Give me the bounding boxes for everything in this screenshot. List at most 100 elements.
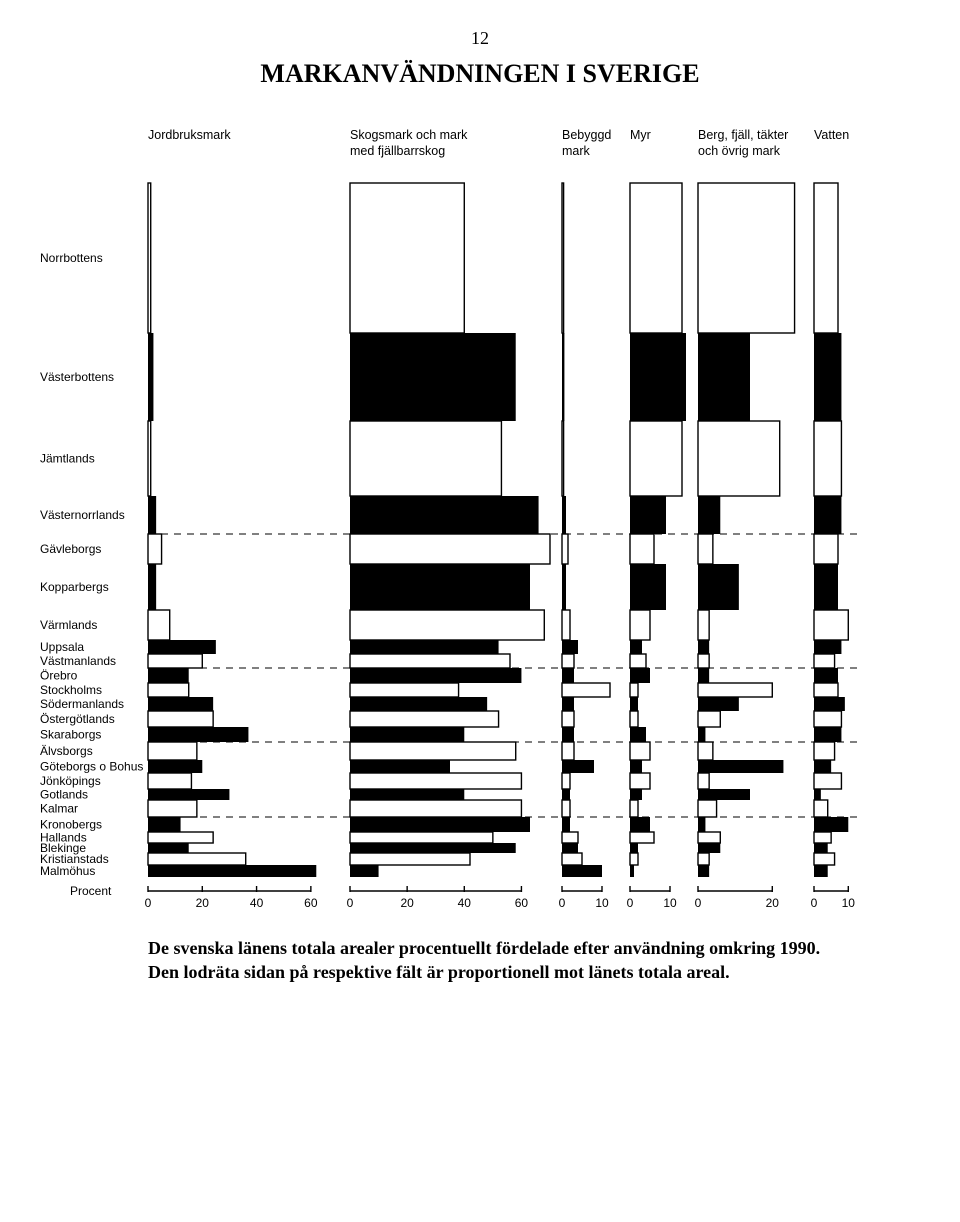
bar — [562, 496, 566, 534]
bar — [562, 668, 574, 683]
bar — [148, 865, 316, 877]
bar — [562, 843, 578, 853]
bar — [630, 727, 646, 742]
row-label: Gävleborgs — [40, 542, 101, 556]
bar — [630, 640, 642, 654]
axis-tick-label: 0 — [627, 896, 634, 910]
bar — [148, 853, 246, 865]
bar — [148, 773, 191, 789]
bar — [630, 183, 682, 333]
bar — [630, 496, 666, 534]
column-header: Berg, fjäll, täkter — [698, 128, 788, 142]
axis-tick-label: 0 — [559, 896, 566, 910]
caption: De svenska länens totala arealer procent… — [148, 936, 920, 985]
bar — [630, 865, 634, 877]
bar — [698, 534, 713, 564]
bar — [698, 800, 717, 817]
bar — [630, 564, 666, 610]
bar — [630, 421, 682, 496]
bar — [350, 865, 379, 877]
row-label: Västernorrlands — [40, 508, 125, 522]
bar — [562, 654, 574, 668]
bar — [814, 742, 835, 760]
bar — [350, 496, 539, 534]
bar — [562, 640, 578, 654]
bar — [814, 865, 828, 877]
bar — [698, 865, 709, 877]
bar — [814, 534, 838, 564]
bar — [148, 534, 162, 564]
land-use-chart: JordbruksmarkSkogsmark och markmed fjäll… — [40, 125, 920, 916]
bar — [148, 760, 202, 773]
bar — [562, 697, 574, 711]
bar — [814, 564, 838, 610]
bar — [698, 773, 709, 789]
bar — [698, 832, 720, 843]
bar — [630, 333, 686, 421]
bar — [350, 697, 487, 711]
axis-tick-label: 10 — [842, 896, 856, 910]
bar — [698, 683, 772, 697]
bar — [698, 421, 780, 496]
axis-tick-label: 0 — [145, 896, 152, 910]
row-label: Jönköpings — [40, 774, 101, 788]
axis-tick-label: 40 — [458, 896, 472, 910]
bar — [148, 421, 151, 496]
axis-tick-label: 20 — [196, 896, 210, 910]
bar — [148, 832, 213, 843]
bar — [562, 683, 610, 697]
bar — [562, 610, 570, 640]
bar — [814, 843, 828, 853]
axis-tick-label: 20 — [400, 896, 414, 910]
bar — [148, 683, 189, 697]
bar — [814, 800, 828, 817]
bar — [350, 789, 464, 800]
bar — [814, 654, 835, 668]
column-header: Bebyggd — [562, 128, 611, 142]
row-label: Södermanlands — [40, 697, 124, 711]
row-label: Malmöhus — [40, 864, 95, 878]
bar — [630, 610, 650, 640]
row-label: Värmlands — [40, 618, 97, 632]
bar — [562, 534, 568, 564]
axis-tick-label: 0 — [347, 896, 354, 910]
row-label: Älvsborgs — [40, 744, 93, 758]
bar — [630, 853, 638, 865]
row-label: Östergötlands — [40, 712, 115, 726]
bar — [698, 183, 795, 333]
bar — [350, 564, 530, 610]
bar — [814, 421, 841, 496]
bar — [630, 683, 638, 697]
row-label: Uppsala — [40, 640, 84, 654]
row-label: Västmanlands — [40, 654, 116, 668]
bar — [698, 789, 750, 800]
bar — [148, 654, 202, 668]
bar — [350, 668, 521, 683]
row-label: Jämtlands — [40, 452, 95, 466]
axis-tick-label: 40 — [250, 896, 264, 910]
bar — [814, 853, 835, 865]
column-header: Myr — [630, 128, 651, 142]
bar — [698, 610, 709, 640]
row-label: Skaraborgs — [40, 728, 101, 742]
row-label: Västerbottens — [40, 370, 114, 384]
bar — [148, 727, 248, 742]
chart-svg: JordbruksmarkSkogsmark och markmed fjäll… — [40, 125, 862, 913]
bar — [562, 853, 582, 865]
bar — [350, 421, 501, 496]
bar — [350, 711, 499, 727]
bar — [630, 711, 638, 727]
bar — [350, 534, 550, 564]
bar — [148, 800, 197, 817]
bar — [814, 610, 848, 640]
bar — [630, 832, 654, 843]
axis-tick-label: 10 — [595, 896, 609, 910]
bar — [562, 183, 564, 333]
bar — [350, 817, 530, 832]
axis-label: Procent — [70, 884, 112, 898]
bar — [698, 742, 713, 760]
column-header-sub: och övrig mark — [698, 144, 781, 158]
row-label: Stockholms — [40, 683, 102, 697]
bar — [350, 843, 516, 853]
bar — [148, 640, 216, 654]
